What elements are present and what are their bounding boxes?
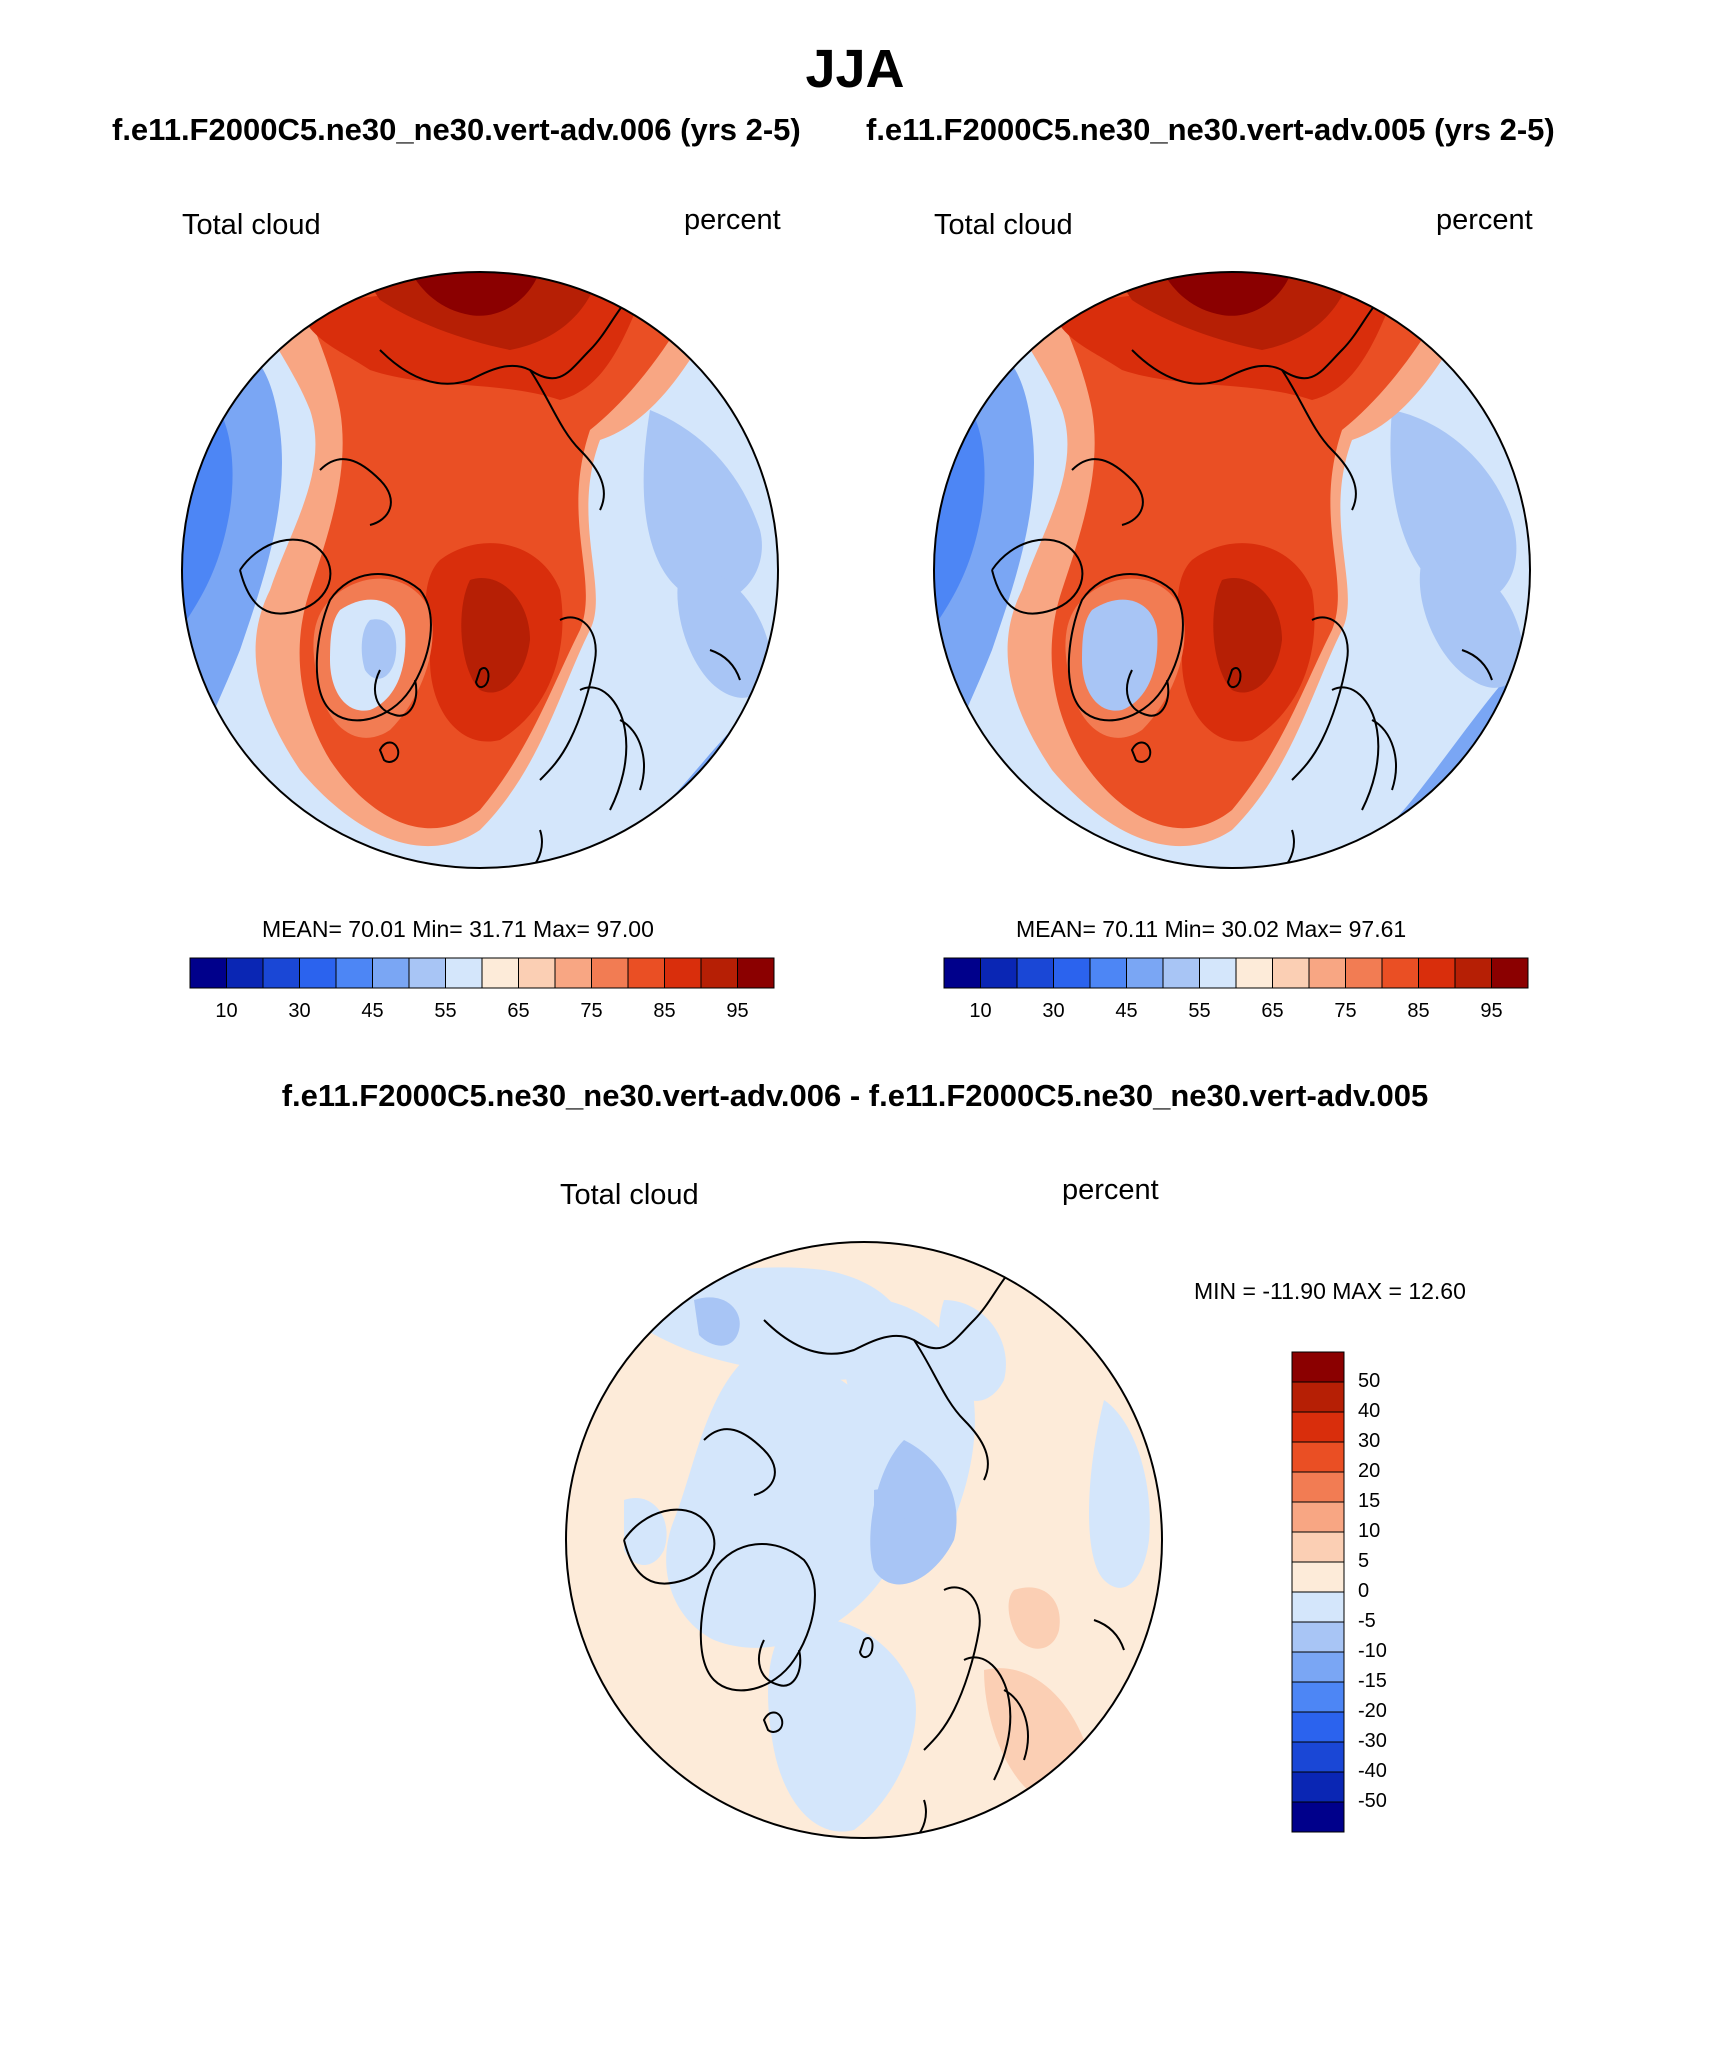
colorbar-tick-label: 10 (215, 1000, 238, 1022)
colorbar-tick-label: 20 (1358, 1460, 1381, 1482)
colorbar-tick-label: 95 (1480, 1000, 1503, 1022)
colorbar-tick-label: -30 (1358, 1730, 1387, 1752)
colorbar-swatch (481, 957, 519, 989)
colorbar-swatch (1291, 1441, 1345, 1473)
colorbar-swatch (445, 957, 483, 989)
colorbar-swatch (1291, 1381, 1345, 1413)
colorbar-swatch (335, 957, 373, 989)
colorbar-swatch (1491, 957, 1529, 989)
colorbar-swatch (1291, 1471, 1345, 1503)
colorbar-tick-label: -40 (1358, 1760, 1387, 1782)
colorbar-tick-label: 30 (1358, 1430, 1381, 1452)
panel1-variable-label: Total cloud (182, 209, 321, 241)
colorbar-swatch (591, 957, 629, 989)
colorbar-swatch (299, 957, 337, 989)
panel1-units-label: percent (684, 204, 781, 236)
difference-stats: MIN = -11.90 MAX = 12.60 (1194, 1278, 1466, 1304)
colorbar-swatch (627, 957, 665, 989)
panel1-stats: MEAN= 70.01 Min= 31.71 Max= 97.00 (262, 916, 654, 942)
colorbar-tick-label: 10 (969, 1000, 992, 1022)
panel2-variable-label: Total cloud (934, 209, 1073, 241)
colorbar-swatch (1381, 957, 1419, 989)
colorbar-swatch (1291, 1681, 1345, 1713)
colorbar-swatch (980, 957, 1018, 989)
colorbar-tick-label: 30 (288, 1000, 311, 1022)
colorbar-tick-label: -50 (1358, 1790, 1387, 1812)
colorbar-swatch (262, 957, 300, 989)
colorbar-swatch (518, 957, 556, 989)
colorbar-tick-label: 45 (1115, 1000, 1138, 1022)
colorbar-swatch (664, 957, 702, 989)
colorbar-swatch (1053, 957, 1091, 989)
colorbar-swatch (1291, 1771, 1345, 1803)
colorbar-tick-label: 15 (1358, 1490, 1381, 1512)
colorbar-tick-label: 45 (361, 1000, 384, 1022)
colorbar-tick-label: 55 (1188, 1000, 1211, 1022)
colorbar-swatch (1291, 1801, 1345, 1833)
colorbar-tick-label: -20 (1358, 1700, 1387, 1722)
colorbar-swatch (372, 957, 410, 989)
colorbar-swatch (1016, 957, 1054, 989)
colorbar-tick-label: 75 (1334, 1000, 1357, 1022)
colorbar-tick-label: 10 (1358, 1520, 1381, 1542)
colorbar-tick-label: 40 (1358, 1400, 1381, 1422)
panel1-polar-map (181, 271, 779, 869)
colorbar-tick-label: 50 (1358, 1370, 1381, 1392)
colorbar-tick-label: 0 (1358, 1580, 1370, 1602)
colorbar-tick-label: 65 (1261, 1000, 1284, 1022)
panel1-case-title: f.e11.F2000C5.ne30_ne30.vert-adv.006 (yr… (112, 112, 801, 147)
colorbar-tick-label: -15 (1358, 1670, 1387, 1692)
colorbar-swatch (1291, 1561, 1345, 1593)
colorbar-swatch (943, 957, 981, 989)
colorbar-tick-label: 85 (653, 1000, 676, 1022)
colorbar-swatch (1199, 957, 1237, 989)
colorbar-swatch (1291, 1591, 1345, 1623)
colorbar-tick-label: 85 (1407, 1000, 1430, 1022)
colorbar-swatch (1291, 1651, 1345, 1683)
colorbar-swatch (226, 957, 264, 989)
difference-units-label: percent (1062, 1174, 1159, 1206)
colorbar-swatch (1291, 1411, 1345, 1443)
colorbar-swatch (1418, 957, 1456, 989)
panel2-case-title: f.e11.F2000C5.ne30_ne30.vert-adv.005 (yr… (866, 112, 1555, 147)
colorbar-swatch (1162, 957, 1200, 989)
colorbar-tick-label: 65 (507, 1000, 530, 1022)
difference-colorbar (1291, 1351, 1345, 1833)
panel2-colorbar (943, 957, 1529, 989)
colorbar-tick-label: 5 (1358, 1550, 1370, 1572)
season-title: JJA (805, 39, 905, 99)
colorbar-tick-label: -10 (1358, 1640, 1387, 1662)
colorbar-swatch (1291, 1621, 1345, 1653)
colorbar-swatch (1291, 1351, 1345, 1383)
panel2-stats: MEAN= 70.11 Min= 30.02 Max= 97.61 (1016, 916, 1407, 942)
colorbar-tick-label: 30 (1042, 1000, 1065, 1022)
panel1-colorbar (189, 957, 775, 989)
panel2-polar-map (933, 271, 1531, 869)
colorbar-swatch (1272, 957, 1310, 989)
difference-polar-map (565, 1241, 1163, 1839)
colorbar-swatch (700, 957, 738, 989)
colorbar-swatch (1235, 957, 1273, 989)
colorbar-swatch (189, 957, 227, 989)
difference-variable-label: Total cloud (560, 1179, 699, 1211)
colorbar-tick-label: 55 (434, 1000, 457, 1022)
colorbar-swatch (1291, 1531, 1345, 1563)
colorbar-swatch (1308, 957, 1346, 989)
difference-title: f.e11.F2000C5.ne30_ne30.vert-adv.006 - f… (281, 1078, 1429, 1113)
colorbar-swatch (1291, 1741, 1345, 1773)
colorbar-tick-label: 95 (726, 1000, 749, 1022)
colorbar-tick-label: 75 (580, 1000, 603, 1022)
colorbar-swatch (1291, 1711, 1345, 1743)
colorbar-swatch (737, 957, 775, 989)
panel2-units-label: percent (1436, 204, 1533, 236)
colorbar-swatch (1089, 957, 1127, 989)
colorbar-swatch (1291, 1501, 1345, 1533)
colorbar-swatch (1454, 957, 1492, 989)
colorbar-swatch (554, 957, 592, 989)
colorbar-swatch (1126, 957, 1164, 989)
colorbar-tick-label: -5 (1358, 1610, 1376, 1632)
colorbar-swatch (408, 957, 446, 989)
colorbar-swatch (1345, 957, 1383, 989)
